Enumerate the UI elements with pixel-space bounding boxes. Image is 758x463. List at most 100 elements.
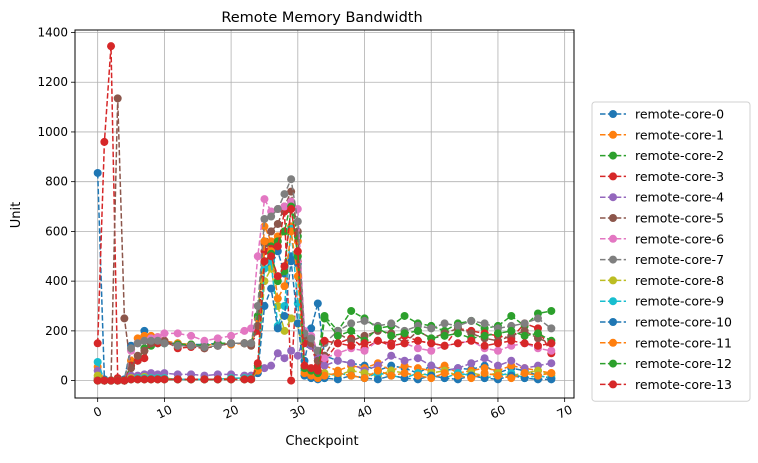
legend-item: remote-core-6 xyxy=(600,231,724,246)
data-point xyxy=(253,302,262,310)
data-point xyxy=(333,375,342,384)
data-point xyxy=(347,371,356,380)
data-point xyxy=(287,205,296,214)
data-point xyxy=(200,336,209,345)
data-point xyxy=(333,369,342,378)
legend-item: remote-core-0 xyxy=(600,107,724,122)
data-point xyxy=(347,341,356,350)
data-point xyxy=(280,326,289,335)
legend-marker xyxy=(609,234,617,243)
data-point xyxy=(147,375,156,384)
data-point xyxy=(260,364,269,373)
data-point xyxy=(187,341,196,350)
x-tick-label: 30 xyxy=(288,402,308,421)
data-point xyxy=(300,361,309,370)
data-point xyxy=(140,346,149,355)
legend-item: remote-core-3 xyxy=(600,169,724,184)
data-point xyxy=(440,319,449,328)
data-point xyxy=(267,361,276,370)
x-tick-label: 50 xyxy=(421,402,441,421)
data-point xyxy=(127,375,136,384)
data-point xyxy=(287,175,296,184)
data-point xyxy=(413,371,422,380)
series-layer xyxy=(93,42,556,385)
y-tick-label: 1200 xyxy=(37,75,68,89)
data-point xyxy=(227,339,236,348)
data-point xyxy=(520,319,529,328)
legend-label: remote-core-10 xyxy=(635,315,732,330)
data-point xyxy=(213,341,222,350)
data-point xyxy=(267,284,276,293)
data-point xyxy=(260,214,269,223)
data-point xyxy=(307,324,316,333)
data-point xyxy=(400,339,409,348)
legend-label: remote-core-6 xyxy=(635,231,724,246)
data-point xyxy=(347,319,356,328)
data-point xyxy=(520,331,529,340)
data-point xyxy=(320,354,329,363)
x-tick-label: 40 xyxy=(355,402,375,421)
data-point xyxy=(280,311,289,320)
data-point xyxy=(160,375,169,384)
data-point xyxy=(93,357,102,366)
data-point xyxy=(240,326,249,335)
data-point xyxy=(247,339,256,348)
data-point xyxy=(520,369,529,378)
data-point xyxy=(320,361,329,370)
series-line xyxy=(97,201,552,382)
data-point xyxy=(547,324,556,333)
data-point xyxy=(373,336,382,345)
data-point xyxy=(387,341,396,350)
data-point xyxy=(400,369,409,378)
data-point xyxy=(120,314,129,323)
x-tick-label: 60 xyxy=(488,402,508,421)
data-point xyxy=(387,331,396,340)
data-point xyxy=(440,369,449,378)
data-point xyxy=(360,339,369,348)
legend-marker xyxy=(609,172,617,181)
data-point xyxy=(387,351,396,360)
data-point xyxy=(273,242,282,251)
grid xyxy=(75,30,574,398)
y-tick-label: 1400 xyxy=(37,25,68,39)
data-point xyxy=(253,252,262,261)
legend-frame xyxy=(591,101,751,402)
data-point xyxy=(387,371,396,380)
data-point xyxy=(273,205,282,214)
x-tick-label: 0 xyxy=(91,404,104,420)
legend-item: remote-core-13 xyxy=(600,377,732,392)
data-point xyxy=(360,374,369,383)
data-point xyxy=(93,339,102,348)
data-point xyxy=(307,334,316,343)
data-point xyxy=(400,311,409,320)
data-point xyxy=(267,212,276,221)
data-point xyxy=(453,321,462,330)
legend-item: remote-core-5 xyxy=(600,211,724,226)
legend-marker xyxy=(609,130,617,139)
data-point xyxy=(247,324,256,333)
data-point xyxy=(100,376,109,385)
data-point xyxy=(293,247,302,256)
data-point xyxy=(293,227,302,236)
y-axis-label: Unit xyxy=(9,202,24,228)
data-point xyxy=(413,336,422,345)
legend-marker xyxy=(609,255,617,264)
data-point xyxy=(480,341,489,350)
data-point xyxy=(507,336,516,345)
data-point xyxy=(480,331,489,340)
legend-label: remote-core-5 xyxy=(635,211,724,226)
data-point xyxy=(373,366,382,375)
data-point xyxy=(293,272,302,281)
data-point xyxy=(153,336,162,345)
data-point xyxy=(227,375,236,384)
data-point xyxy=(280,227,289,236)
data-point xyxy=(153,375,162,384)
data-point xyxy=(533,329,542,338)
data-point xyxy=(253,359,262,368)
data-point xyxy=(200,343,209,352)
data-point xyxy=(547,306,556,315)
data-point xyxy=(127,364,136,373)
data-point xyxy=(373,375,382,384)
data-point xyxy=(373,324,382,333)
plot-frame xyxy=(74,29,575,399)
